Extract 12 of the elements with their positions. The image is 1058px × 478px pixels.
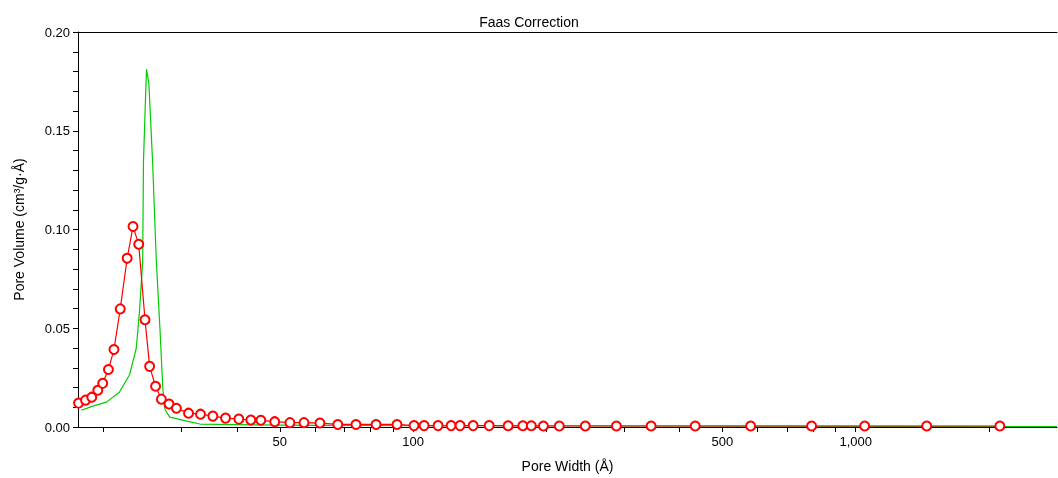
y-tick-label: 0.20 (44, 24, 70, 40)
x-axis-title: Pore Width (Å) (521, 458, 614, 474)
y-axis-title: Pore Volume (cm³/g·Å) (11, 158, 27, 301)
y-tick-label: 0.15 (44, 123, 70, 139)
x-tick-label: 500 (711, 434, 734, 449)
y-tick-label: 0.10 (44, 222, 70, 237)
y-tick-label: 0.05 (44, 320, 70, 336)
x-tick-label: 1,000 (839, 434, 872, 449)
x-tick-label: 50 (272, 434, 288, 449)
y-tick-label: 0.00 (44, 419, 70, 435)
chart-title: Faas Correction (479, 14, 579, 30)
x-tick-label: 100 (402, 434, 424, 449)
